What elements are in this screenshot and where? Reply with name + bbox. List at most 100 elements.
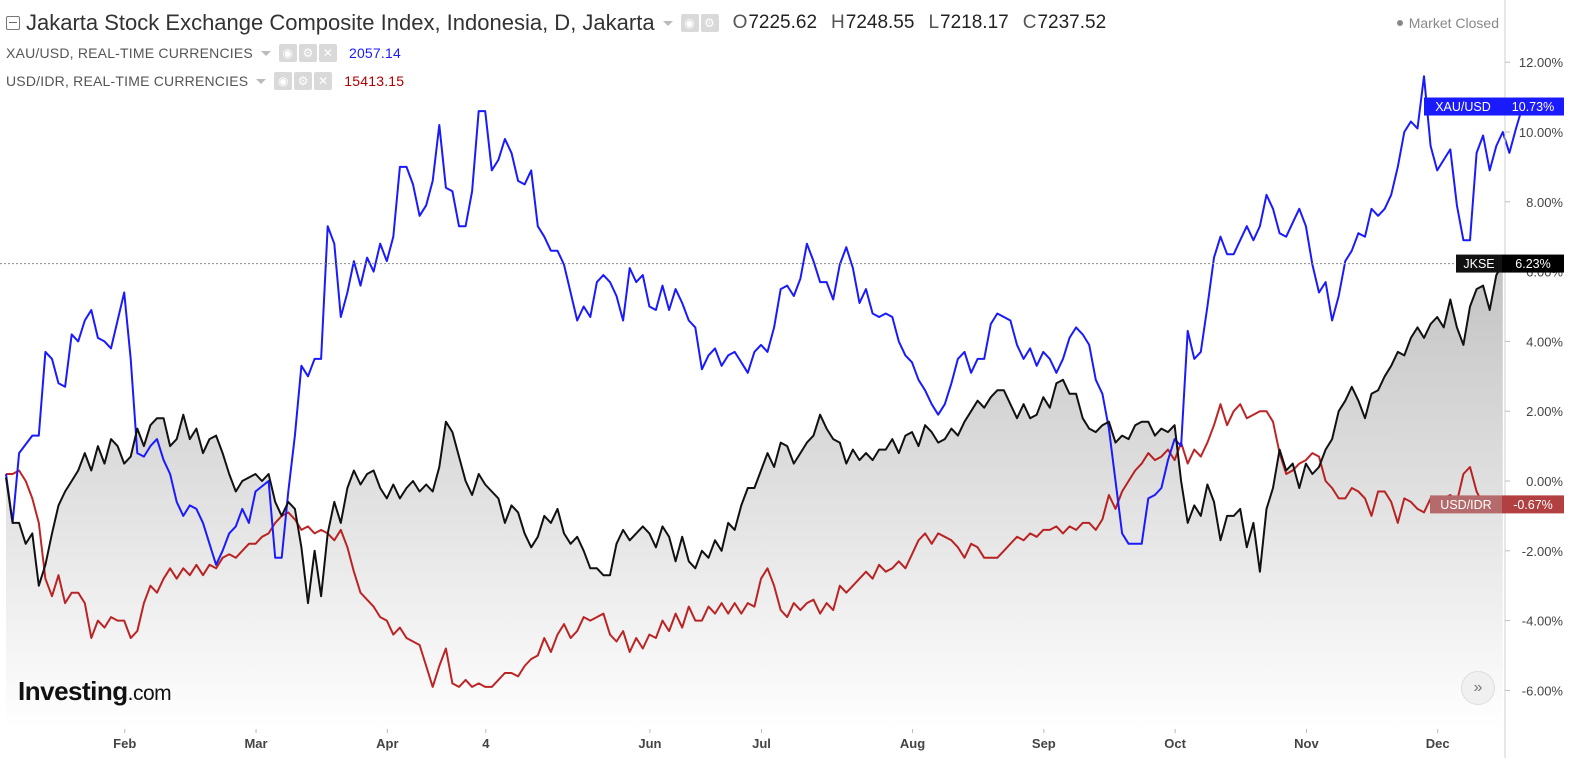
- data-point-xau-usd: [465, 226, 466, 227]
- data-point-xau-usd: [1279, 233, 1280, 234]
- eye-icon[interactable]: ◉: [278, 44, 297, 62]
- data-point-jkse: [380, 487, 381, 488]
- scroll-to-latest-button[interactable]: »: [1461, 671, 1495, 705]
- y-tick-label: 2.00%: [1526, 404, 1563, 419]
- data-point-usd-idr: [1469, 466, 1470, 467]
- data-point-usd-idr: [242, 550, 243, 551]
- data-point-jkse: [25, 543, 26, 544]
- data-point-usd-idr: [137, 631, 138, 632]
- data-point-jkse: [465, 480, 466, 481]
- data-point-jkse: [485, 484, 486, 485]
- data-point-xau-usd: [71, 334, 72, 335]
- data-point-usd-idr: [662, 620, 663, 621]
- data-point-xau-usd: [938, 414, 939, 415]
- data-point-usd-idr: [885, 571, 886, 572]
- data-point-usd-idr: [1108, 494, 1109, 495]
- data-point-xau-usd: [1463, 240, 1464, 241]
- overlay-value-xau: 2057.14: [348, 45, 401, 61]
- data-point-xau-usd: [1207, 306, 1208, 307]
- data-point-jkse: [137, 428, 138, 429]
- eye-icon[interactable]: ◉: [274, 72, 293, 90]
- title-dropdown-icon[interactable]: [662, 20, 673, 26]
- data-point-usd-idr: [432, 686, 433, 687]
- data-point-usd-idr: [990, 557, 991, 558]
- data-point-usd-idr: [1312, 453, 1313, 454]
- data-point-jkse: [1003, 390, 1004, 391]
- x-tick-label: 4: [482, 736, 490, 751]
- data-point-jkse: [163, 418, 164, 419]
- data-point-jkse: [1062, 379, 1063, 380]
- y-tick-label: 8.00%: [1526, 195, 1563, 210]
- data-point-jkse: [71, 480, 72, 481]
- data-point-usd-idr: [452, 683, 453, 684]
- data-point-usd-idr: [1148, 453, 1149, 454]
- data-point-usd-idr: [544, 637, 545, 638]
- data-point-xau-usd: [5, 473, 6, 474]
- data-point-xau-usd: [728, 355, 729, 356]
- data-point-xau-usd: [1227, 254, 1228, 255]
- ohlc-values: O7225.62 H7248.55 L7218.17 C7237.52: [733, 12, 1107, 34]
- data-point-jkse: [531, 547, 532, 548]
- data-point-jkse: [616, 543, 617, 544]
- data-point-xau-usd: [524, 184, 525, 185]
- overlay-dropdown-icon[interactable]: [260, 50, 271, 56]
- data-point-usd-idr: [360, 592, 361, 593]
- data-point-xau-usd: [498, 159, 499, 160]
- data-point-usd-idr: [334, 540, 335, 541]
- data-point-jkse: [577, 536, 578, 537]
- data-point-jkse: [1496, 275, 1497, 276]
- data-point-usd-idr: [1463, 473, 1464, 474]
- data-point-jkse: [636, 533, 637, 534]
- data-point-usd-idr: [1043, 529, 1044, 530]
- data-point-usd-idr: [971, 543, 972, 544]
- data-point-jkse: [117, 446, 118, 447]
- y-axis-ticks: 12.00%10.00%8.00%6.00%4.00%2.00%0.00%-2.…: [1505, 55, 1563, 698]
- data-point-xau-usd: [1161, 487, 1162, 488]
- data-point-usd-idr: [846, 592, 847, 593]
- data-point-jkse: [905, 435, 906, 436]
- jkse-area: [6, 263, 1503, 729]
- overlay-dropdown-icon[interactable]: [256, 78, 267, 84]
- data-point-usd-idr: [104, 627, 105, 628]
- data-point-xau-usd: [767, 351, 768, 352]
- data-point-usd-idr: [1056, 526, 1057, 527]
- data-point-xau-usd: [1450, 149, 1451, 150]
- y-tick-label: 12.00%: [1519, 55, 1564, 70]
- data-point-usd-idr: [531, 658, 532, 659]
- collapse-icon[interactable]: [6, 16, 20, 30]
- data-point-xau-usd: [629, 268, 630, 269]
- data-point-xau-usd: [760, 344, 761, 345]
- gear-icon[interactable]: ⚙: [298, 44, 317, 62]
- data-point-xau-usd: [1502, 131, 1503, 132]
- data-point-usd-idr: [419, 644, 420, 645]
- gear-icon[interactable]: ⚙: [700, 14, 719, 32]
- close-icon[interactable]: ✕: [314, 72, 333, 90]
- data-point-usd-idr: [1384, 491, 1385, 492]
- data-point-usd-idr: [491, 686, 492, 687]
- data-point-xau-usd: [550, 250, 551, 251]
- data-point-jkse: [971, 411, 972, 412]
- data-point-xau-usd: [445, 187, 446, 188]
- gear-icon[interactable]: ⚙: [294, 72, 313, 90]
- eye-icon[interactable]: ◉: [680, 14, 699, 32]
- series-line-jkse: [5, 263, 1504, 605]
- data-point-jkse: [669, 536, 670, 537]
- data-point-xau-usd: [130, 358, 131, 359]
- data-point-xau-usd: [557, 250, 558, 251]
- data-point-jkse: [872, 460, 873, 461]
- data-point-usd-idr: [636, 637, 637, 638]
- data-point-usd-idr: [1076, 529, 1077, 530]
- data-point-jkse: [1417, 327, 1418, 328]
- data-point-jkse: [1332, 439, 1333, 440]
- data-point-jkse: [544, 515, 545, 516]
- close-icon[interactable]: ✕: [318, 44, 337, 62]
- data-point-xau-usd: [1266, 194, 1267, 195]
- data-point-usd-idr: [1286, 473, 1287, 474]
- data-point-jkse: [196, 428, 197, 429]
- data-point-xau-usd: [275, 557, 276, 558]
- data-point-xau-usd: [1391, 194, 1392, 195]
- data-point-xau-usd: [1509, 152, 1510, 153]
- data-point-jkse: [1463, 344, 1464, 345]
- data-point-jkse: [209, 439, 210, 440]
